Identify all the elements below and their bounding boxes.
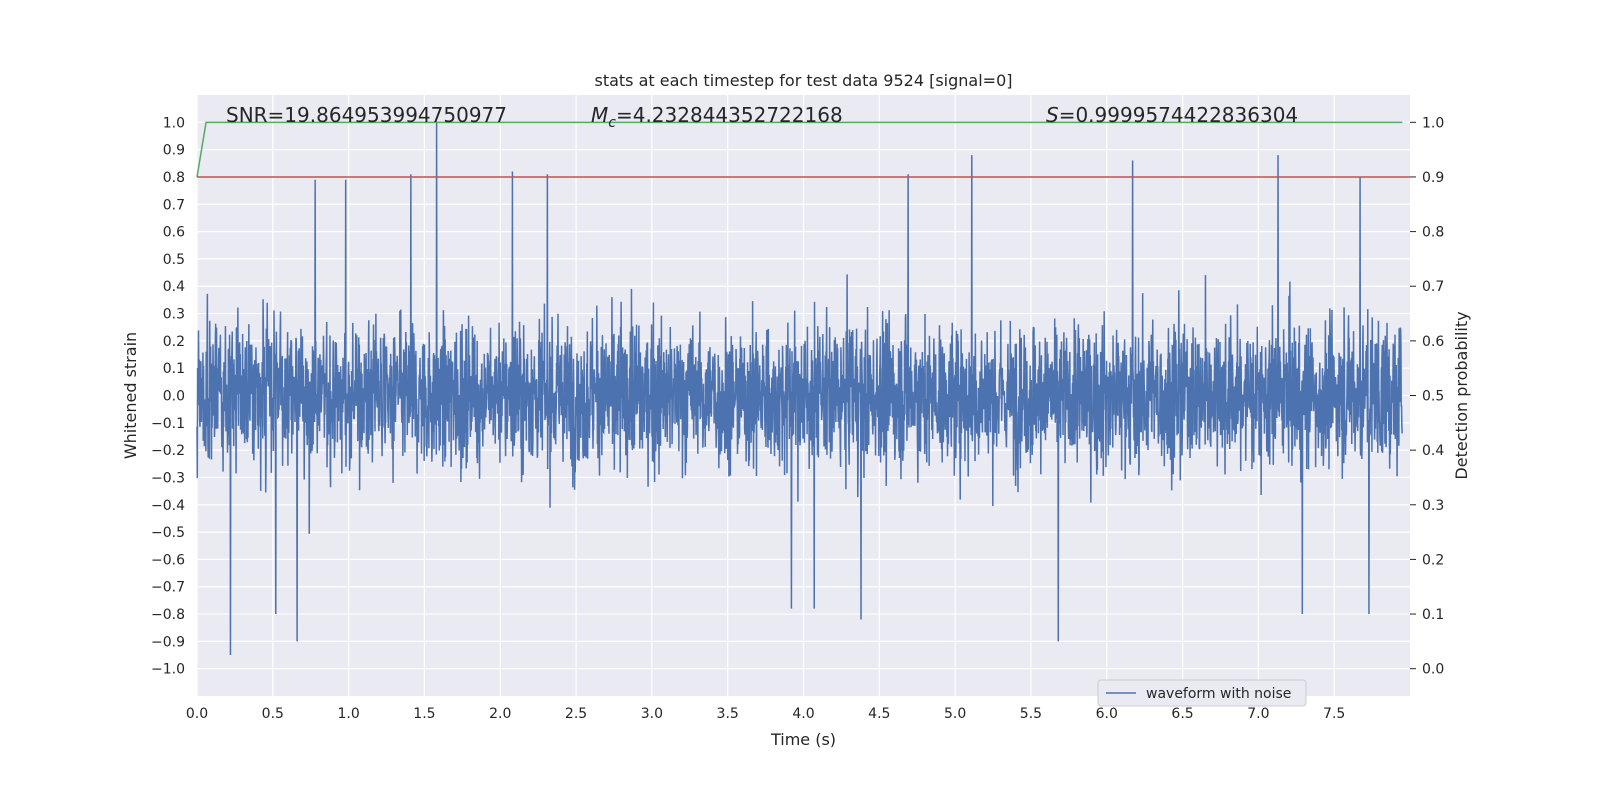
y-tick-label: 0.0: [163, 389, 185, 405]
y-tick-label: 0.5: [163, 252, 185, 268]
x-tick-label: 4.0: [792, 706, 814, 722]
x-tick-label: 0.5: [262, 706, 284, 722]
y-tick-label: −0.7: [151, 580, 185, 596]
y2-tick-label: 0.0: [1422, 662, 1444, 678]
y-tick-label: −0.8: [151, 607, 185, 623]
s-annotation: S=0.9999574422836304: [1046, 103, 1298, 127]
y-tick-label: −0.3: [151, 470, 185, 486]
x-tick-label: 1.0: [337, 706, 359, 722]
x-tick-label: 2.5: [565, 706, 587, 722]
y2-axis-label: Detection probability: [1452, 311, 1471, 479]
y-tick-label: 0.4: [163, 279, 185, 295]
y-tick-label: 0.8: [163, 170, 185, 186]
mc-symbol: M: [591, 103, 608, 127]
y2-tick-label: 0.2: [1422, 552, 1444, 568]
y-tick-label: 0.2: [163, 334, 185, 350]
y2-tick-label: 1.0: [1422, 115, 1444, 131]
x-tick-label: 3.5: [717, 706, 739, 722]
waveform-line: [196, 122, 1403, 656]
x-tick-label: 1.5: [413, 706, 435, 722]
x-tick-label: 7.0: [1247, 706, 1269, 722]
x-tick-label: 7.5: [1323, 706, 1345, 722]
y-tick-label: −0.2: [151, 443, 185, 459]
s-symbol: S: [1046, 103, 1059, 127]
legend: waveform with noise: [1097, 679, 1307, 707]
y-tick-label: 0.1: [163, 361, 185, 377]
y-tick-label: 1.0: [163, 115, 185, 131]
probability-series: [196, 121, 1410, 178]
x-tick-label: 4.5: [868, 706, 890, 722]
x-tick-label: 5.5: [1020, 706, 1042, 722]
y2-tick-label: 0.5: [1422, 389, 1444, 405]
y-axis-right: 1.0 0.9 0.8 0.7 0.6 0.5 0.4 0.3 0.2 0.1 0.0: [1410, 115, 1444, 678]
y-axis-label: Whitened strain: [121, 332, 140, 459]
x-tick-label: 3.0: [641, 706, 663, 722]
waveform-series: [196, 122, 1403, 656]
legend-box: [1097, 679, 1307, 707]
y-tick-label: −1.0: [151, 662, 185, 678]
y2-tick-label: 0.3: [1422, 498, 1444, 514]
y-tick-label: 0.3: [163, 307, 185, 323]
y-tick-label: 0.9: [163, 143, 185, 159]
y2-tick-label: 0.1: [1422, 607, 1444, 623]
y-tick-label: −0.5: [151, 525, 185, 541]
y2-tick-label: 0.8: [1422, 225, 1444, 241]
s-value: =0.9999574422836304: [1059, 103, 1298, 127]
y-tick-label: 0.7: [163, 197, 185, 213]
y2-tick-label: 0.4: [1422, 443, 1444, 459]
x-tick-label: 6.5: [1171, 706, 1193, 722]
legend-entry-waveform: waveform with noise: [1146, 686, 1291, 702]
y2-tick-label: 0.9: [1422, 170, 1444, 186]
y2-tick-label: 0.6: [1422, 334, 1444, 350]
y-axis-left: 1.0 0.9 0.8 0.7 0.6 0.5 0.4 0.3 0.2 0.1 0.0 −0.1 −0.…: [151, 115, 185, 677]
y-tick-label: 0.6: [163, 225, 185, 241]
snr-annotation: SNR=19.864953994750977: [226, 103, 507, 127]
x-tick-label: 2.0: [489, 706, 511, 722]
mc-subscript: c: [608, 115, 616, 131]
y2-tick-label: 0.7: [1422, 279, 1444, 295]
y-tick-label: −0.6: [151, 552, 185, 568]
y-tick-label: −0.9: [151, 634, 185, 650]
chart-title: stats at each timestep for test data 952…: [594, 71, 1012, 90]
x-axis-label: Time (s): [770, 730, 836, 749]
chirp-mass-annotation: Mc=4.232844352722168: [591, 103, 843, 131]
y-tick-label: −0.1: [151, 416, 185, 432]
x-axis: 0.0 0.5 1.0 1.5 2.0 2.5 3.0 3.5 4.0 4.5 5.0 5.5 6.0 6…: [186, 706, 1345, 722]
mc-value: =4.232844352722168: [616, 103, 843, 127]
x-tick-label: 6.0: [1096, 706, 1118, 722]
y-tick-label: −0.4: [151, 498, 185, 514]
x-tick-label: 5.0: [944, 706, 966, 722]
detection-probability-line: [196, 121, 1403, 178]
x-tick-label: 0.0: [186, 706, 208, 722]
